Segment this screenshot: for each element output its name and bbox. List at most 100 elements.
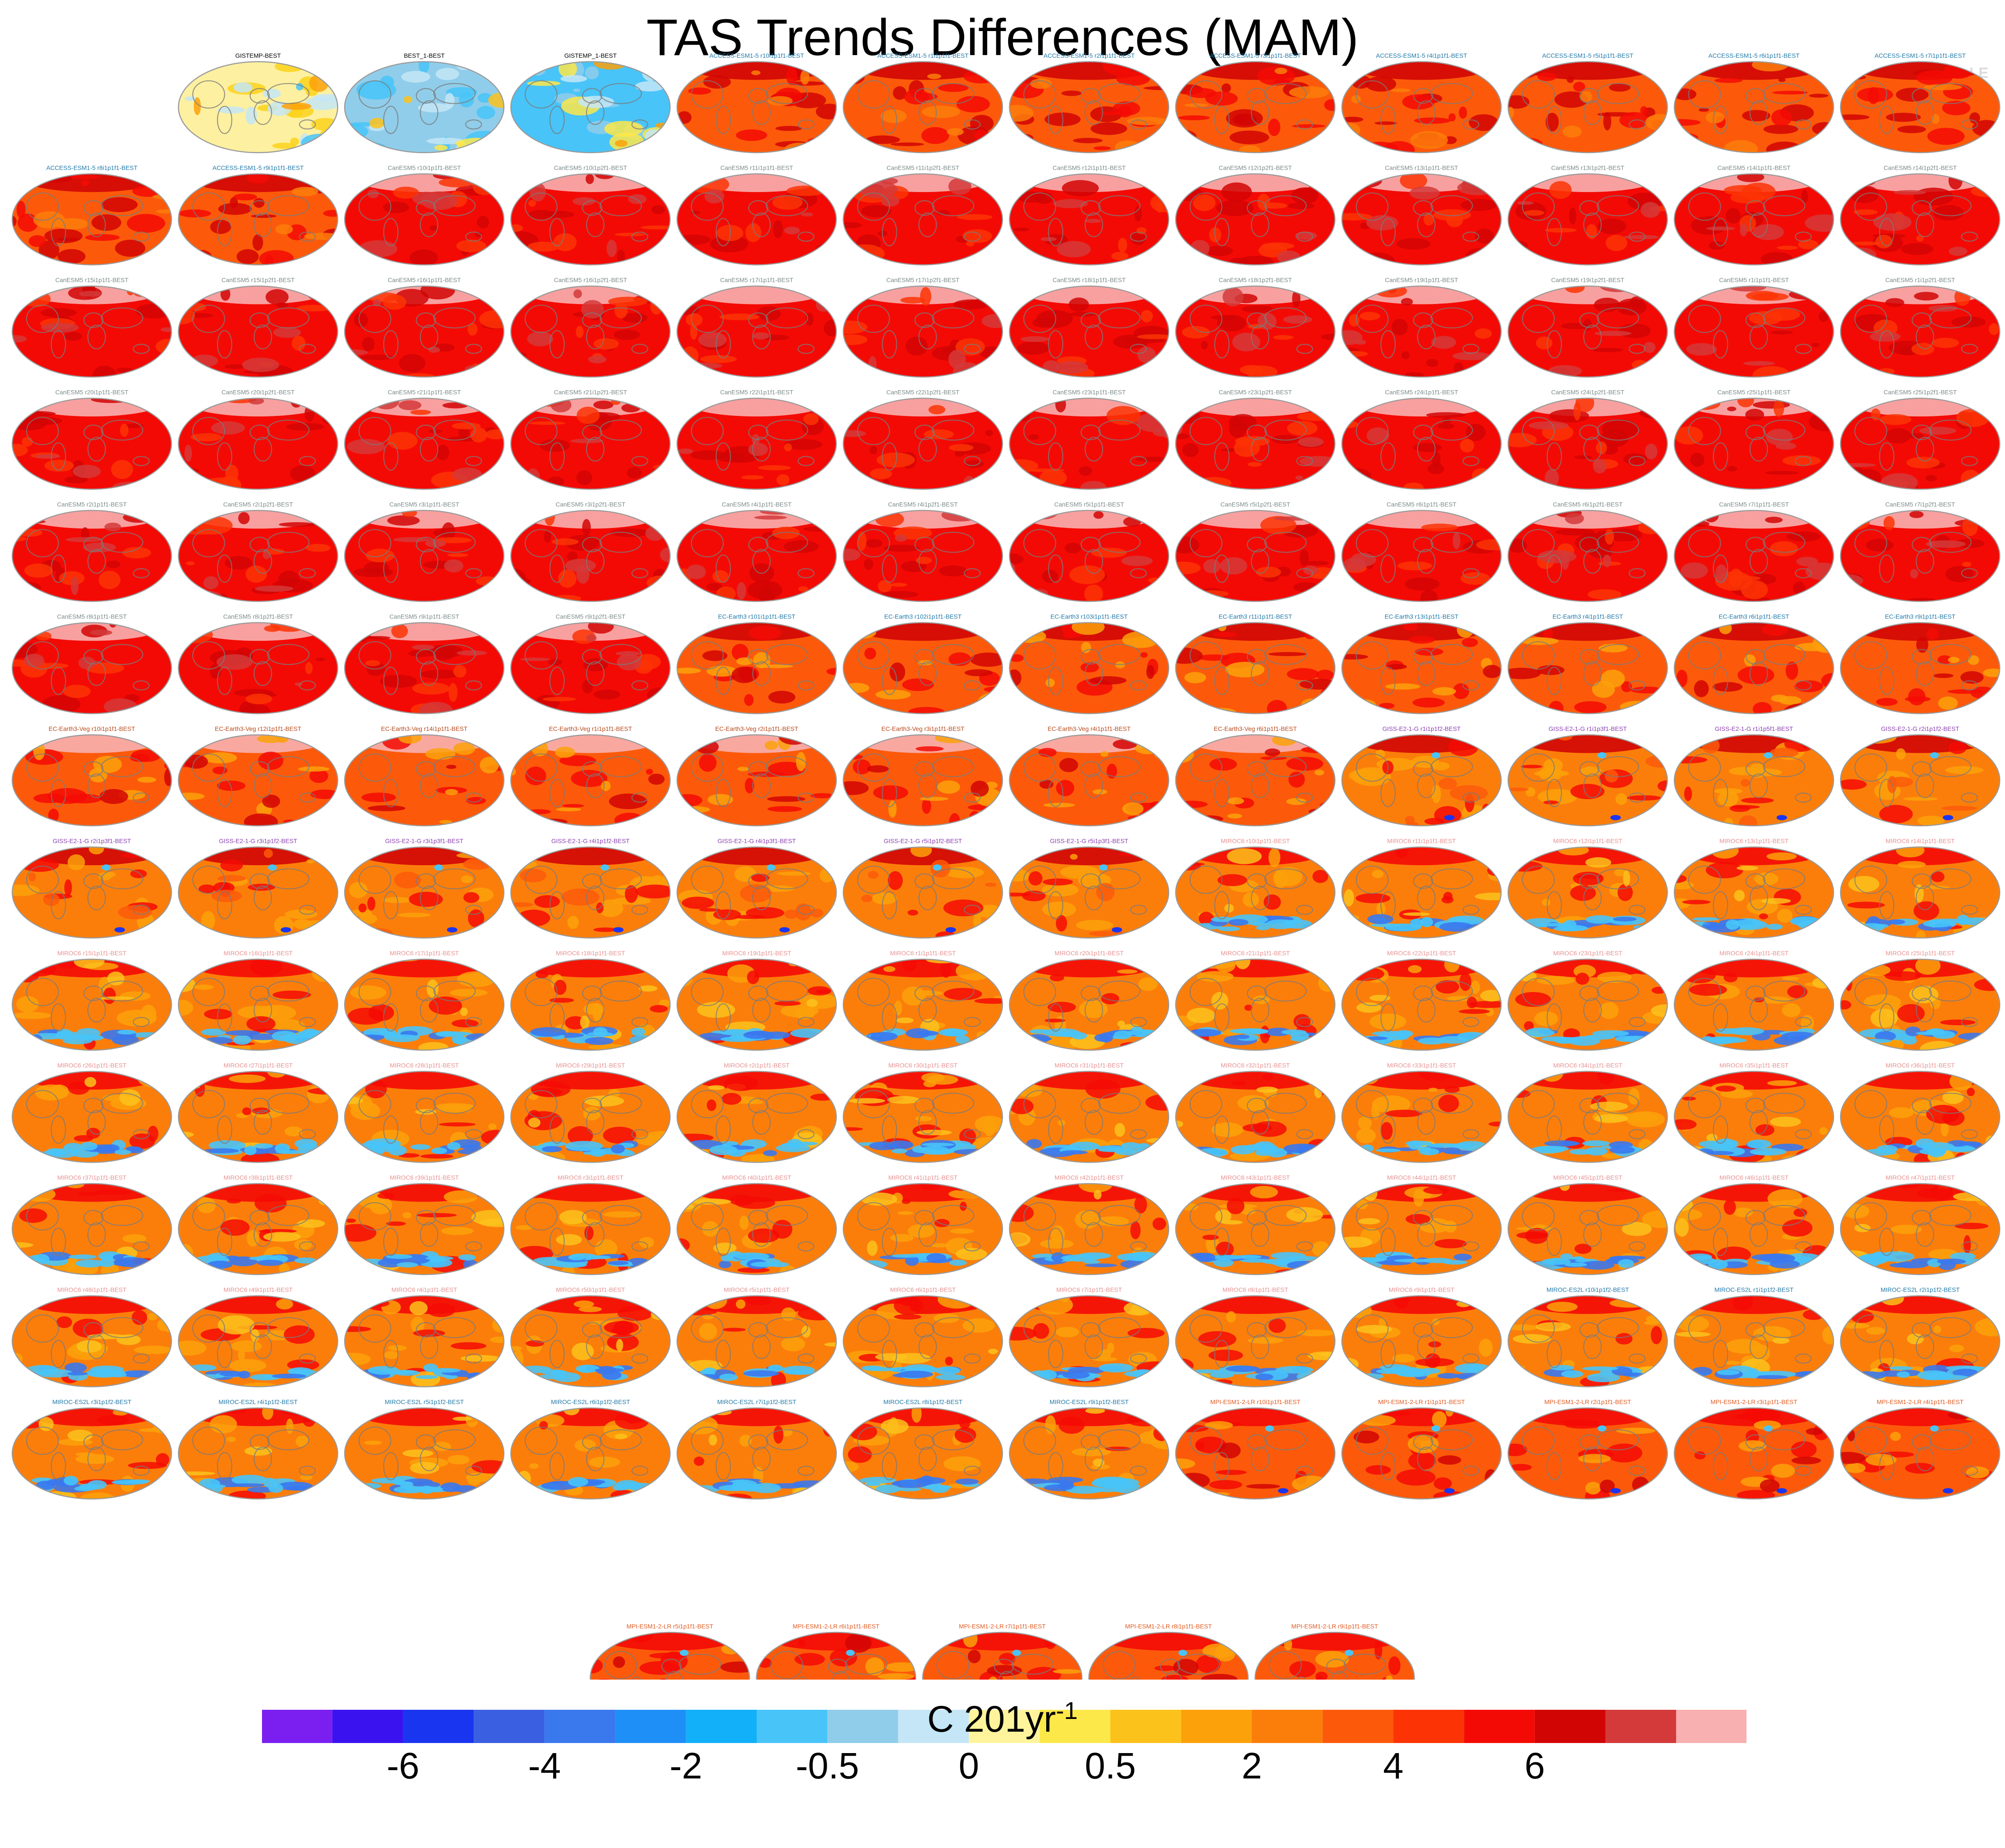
map-panel: MIROC6 r33i1p1f1-BEST <box>1341 1062 1502 1163</box>
map-panel: GISTEMP-BEST <box>178 52 339 154</box>
panel-title: GISS-E2-1-G r1i1p1f2-BEST <box>1383 725 1461 732</box>
panel-title: CanESM5 r10i1p2f1-BEST <box>554 164 627 171</box>
panel-title: MIROC-ES2L r2i1p1f2-BEST <box>1881 1286 1960 1293</box>
panel-title: EC-Earth3 r4i1p1f1-BEST <box>1552 613 1623 620</box>
map-panel: GISS-E2-1-G r5i1p1f2-BEST <box>842 838 1003 939</box>
panel-title: EC-Earth3 r9i1p1f1-BEST <box>1885 613 1956 620</box>
map-panel: MIROC6 r34i1p1f1-BEST <box>1507 1062 1668 1163</box>
panel-title: MIROC6 r7i1p1f1-BEST <box>1056 1286 1122 1293</box>
colorbar-unit-exponent: -1 <box>1056 1697 1078 1724</box>
panel-title: CanESM5 r6i1p1f1-BEST <box>1387 501 1457 508</box>
panel-title: MPI-ESM1-2-LR r10i1p1f1-BEST <box>1210 1398 1301 1405</box>
map-panel: CanESM5 r6i1p2f1-BEST <box>1507 501 1668 602</box>
map-panel: MIROC6 r50i1p1f1-BEST <box>510 1286 671 1387</box>
map-panel: CanESM5 r4i1p2f1-BEST <box>842 501 1003 602</box>
map-panel: MIROC6 r3i1p1f1-BEST <box>510 1174 671 1275</box>
panel-title: MIROC6 r44i1p1f1-BEST <box>1387 1174 1456 1181</box>
panel-title: GISS-E2-1-G r3i1p3f1-BEST <box>385 838 464 845</box>
map-panel: MIROC-ES2L r9i1p1f2-BEST <box>1009 1398 1170 1500</box>
panel-title: MIROC-ES2L r3i1p1f2-BEST <box>52 1398 132 1405</box>
map-panel: ACCESS-ESM1-5 r4i1p1f1-BEST <box>1341 52 1502 154</box>
map-panel: MPI-ESM1-2-LR r4i1p1f1-BEST <box>1840 1398 2001 1500</box>
map-panel: CanESM5 r24i1p1f1-BEST <box>1341 389 1502 490</box>
panel-title: MIROC6 r43i1p1f1-BEST <box>1221 1174 1290 1181</box>
map-panel: ACCESS-ESM1-5 r8i1p1f1-BEST <box>11 164 172 265</box>
map-panel: MIROC6 r49i1p1f1-BEST <box>178 1286 339 1387</box>
panel-title: CanESM5 r1i1p1f1-BEST <box>1719 276 1789 283</box>
map-panel: CanESM5 r2i1p1f1-BEST <box>11 501 172 602</box>
map-panel: CanESM5 r25i1p1f1-BEST <box>1673 389 1834 490</box>
figure-title: TAS Trends Differences (MAM) <box>646 9 1359 66</box>
panel-title: MIROC6 r38i1p1f1-BEST <box>224 1174 293 1181</box>
map-panel: CanESM5 r25i1p2f1-BEST <box>1840 389 2001 490</box>
map-panel: MIROC6 r41i1p1f1-BEST <box>842 1174 1003 1275</box>
map-panel: MPI-ESM1-2-LR r8i1p1f1-BEST <box>1088 1623 1249 1680</box>
panel-title: ACCESS-ESM1-5 r7i1p1f1-BEST <box>1875 52 1966 59</box>
map-panel: MIROC6 r35i1p1f1-BEST <box>1673 1062 1834 1163</box>
panel-title: MIROC6 r1i1p1f1-BEST <box>890 950 956 957</box>
panel-title: EC-Earth3-Veg r12i1p1f1-BEST <box>215 725 301 732</box>
map-panel: CanESM5 r9i1p1f1-BEST <box>344 613 505 714</box>
panel-title: ACCESS-ESM1-5 r10i1p1f1-BEST <box>709 52 804 59</box>
panel-title: MIROC6 r25i1p1f1-BEST <box>1886 950 1955 957</box>
map-panel: CanESM5 r17i1p1f1-BEST <box>676 276 837 378</box>
map-panel: CanESM5 r19i1p2f1-BEST <box>1507 276 1668 378</box>
map-panel: MIROC6 r48i1p1f1-BEST <box>11 1286 172 1387</box>
panel-title: GISTEMP-BEST <box>235 52 281 59</box>
panel-title: MIROC6 r27i1p1f1-BEST <box>224 1062 293 1069</box>
map-panel: CanESM5 r15i1p1f1-BEST <box>11 276 172 378</box>
panel-title: EC-Earth3-Veg r1i1p1f1-BEST <box>549 725 632 732</box>
map-panel: CanESM5 r8i1p1f1-BEST <box>11 613 172 714</box>
panel-title: MPI-ESM1-2-LR r5i1p1f1-BEST <box>626 1623 713 1630</box>
panel-title: CanESM5 r9i1p2f1-BEST <box>555 613 625 620</box>
map-panel: EC-Earth3-Veg r3i1p1f1-BEST <box>842 725 1003 827</box>
panel-title: MPI-ESM1-2-LR r9i1p1f1-BEST <box>1291 1623 1378 1630</box>
map-panel: GISS-E2-1-G r1i1p1f2-BEST <box>1341 725 1502 827</box>
panel-title: CanESM5 r1i1p2f1-BEST <box>1885 276 1955 283</box>
colorbar-tick-label: -6 <box>387 1745 419 1786</box>
panel-title: CanESM5 r22i1p2f1-BEST <box>886 389 960 396</box>
map-panel: MIROC6 r42i1p1f1-BEST <box>1009 1174 1170 1275</box>
panel-title: MIROC6 r24i1p1f1-BEST <box>1719 950 1788 957</box>
map-panel: MIROC6 r4i1p1f1-BEST <box>344 1286 505 1387</box>
map-panel: EC-Earth3 r6i1p1f1-BEST <box>1673 613 1834 714</box>
panel-title: MIROC-ES2L r4i1p1f2-BEST <box>219 1398 298 1405</box>
panel-title: EC-Earth3-Veg r2i1p1f1-BEST <box>715 725 798 732</box>
map-panel: MPI-ESM1-2-LR r9i1p1f1-BEST <box>1254 1623 1415 1680</box>
map-panel: MIROC-ES2L r10i1p1f2-BEST <box>1507 1286 1668 1387</box>
panel-title: MIROC6 r23i1p1f1-BEST <box>1553 950 1622 957</box>
panel-title: CanESM5 r21i1p1f1-BEST <box>388 389 461 396</box>
map-panel: MPI-ESM1-2-LR r10i1p1f1-BEST <box>1175 1398 1336 1500</box>
panel-title: MPI-ESM1-2-LR r3i1p1f1-BEST <box>1711 1398 1798 1405</box>
panel-title: ACCESS-ESM1-5 r6i1p1f1-BEST <box>1708 52 1800 59</box>
panel-title: MIROC6 r46i1p1f1-BEST <box>1719 1174 1788 1181</box>
panel-title: EC-Earth3-Veg r6i1p1f1-BEST <box>1214 725 1297 732</box>
panel-title: GISS-E2-1-G r5i1p3f1-BEST <box>1050 838 1128 845</box>
map-panel: MIROC6 r15i1p1f1-BEST <box>11 950 172 1051</box>
panel-title: MIROC6 r47i1p1f1-BEST <box>1886 1174 1955 1181</box>
panel-title: CanESM5 r23i1p1f1-BEST <box>1052 389 1126 396</box>
panel-title: MIROC6 r30i1p1f1-BEST <box>888 1062 957 1069</box>
panel-title: ACCESS-ESM1-5 r4i1p1f1-BEST <box>1376 52 1467 59</box>
map-panel: MIROC6 r25i1p1f1-BEST <box>1840 950 2001 1051</box>
map-panel: MPI-ESM1-2-LR r1i1p1f1-BEST <box>1341 1398 1502 1500</box>
map-panel: CanESM5 r10i1p1f1-BEST <box>344 164 505 265</box>
map-panel: EC-Earth3 r13i1p1f1-BEST <box>1341 613 1502 714</box>
panel-title: MIROC6 r17i1p1f1-BEST <box>390 950 459 957</box>
panel-title: EC-Earth3-Veg r14i1p1f1-BEST <box>381 725 468 732</box>
panel-title: MIROC6 r15i1p1f1-BEST <box>57 950 126 957</box>
panel-title: MIROC6 r37i1p1f1-BEST <box>57 1174 126 1181</box>
map-panel: EC-Earth3-Veg r2i1p1f1-BEST <box>676 725 837 827</box>
panel-title: MIROC6 r14i1p1f1-BEST <box>1886 838 1955 845</box>
map-panel: MIROC6 r9i1p1f1-BEST <box>1341 1286 1502 1387</box>
map-panel: CanESM5 r14i1p2f1-BEST <box>1840 164 2001 265</box>
colorbar-tick-label: 0 <box>959 1745 979 1786</box>
panel-title: MIROC6 r29i1p1f1-BEST <box>556 1062 625 1069</box>
map-panel: MIROC6 r43i1p1f1-BEST <box>1175 1174 1336 1275</box>
map-panel: GISS-E2-1-G r2i1p1f2-BEST <box>1840 725 2001 827</box>
map-panel: MIROC6 r31i1p1f1-BEST <box>1009 1062 1170 1163</box>
panel-title: MIROC-ES2L r8i1p1f2-BEST <box>884 1398 963 1405</box>
map-panel: CanESM5 r24i1p2f1-BEST <box>1507 389 1668 490</box>
map-panel: CanESM5 r8i1p2f1-BEST <box>178 613 339 714</box>
map-panel: ACCESS-ESM1-5 r3i1p1f1-BEST <box>1175 52 1336 154</box>
